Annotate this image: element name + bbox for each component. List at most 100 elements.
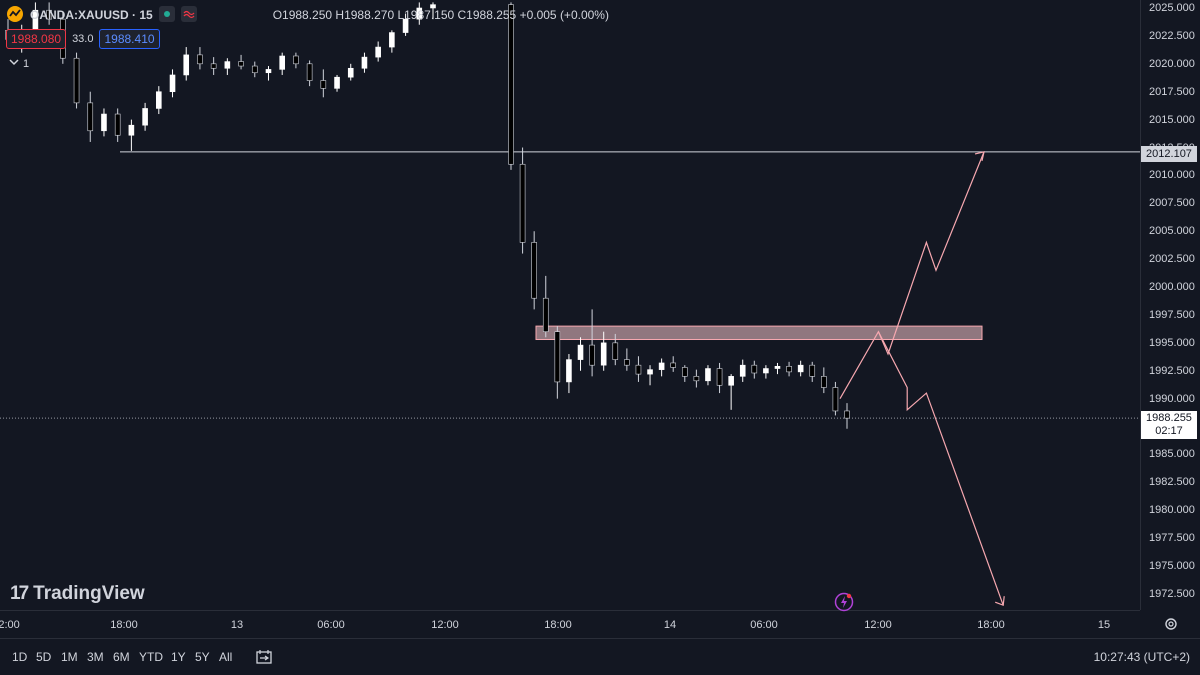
clock-timezone[interactable]: 10:27:43 (UTC+2) [1093, 650, 1190, 664]
candle-body [635, 364, 642, 375]
candle-body [797, 364, 804, 373]
wave-icon[interactable] [180, 5, 197, 25]
candle-body [293, 55, 299, 65]
candle-body [531, 242, 537, 299]
price-tick: 1982.500 [1149, 476, 1195, 489]
candle-body [554, 331, 561, 383]
range-button[interactable]: All [219, 650, 233, 664]
price-tick: 2010.000 [1149, 169, 1195, 182]
bullish-projection-path [839, 151, 985, 399]
price-tick: 1995.000 [1149, 336, 1195, 349]
chevron-down-icon [8, 56, 20, 71]
candle-body [210, 63, 217, 69]
time-tick: 12:00 [431, 619, 459, 631]
range-button[interactable]: 1M [61, 650, 78, 664]
price-tick: 1985.000 [1149, 448, 1195, 461]
candle-body [114, 113, 121, 136]
time-tick: 18:00 [977, 619, 1005, 631]
bar-countdown: 02:17 [1155, 425, 1183, 437]
buy-button[interactable]: 1988.410 [99, 29, 160, 49]
candle-body [566, 359, 572, 383]
candle-body [716, 368, 723, 386]
candle-body [238, 61, 244, 67]
price-chart[interactable] [0, 0, 1140, 610]
ohlc-values: O1988.250 H1988.270 L1987.150 C1988.255 … [272, 8, 609, 22]
candle-body [647, 369, 653, 375]
candle-body [334, 76, 340, 89]
candle-body [809, 364, 816, 377]
range-button[interactable]: 6M [113, 650, 130, 664]
range-button[interactable]: 1D [12, 650, 28, 664]
candle-body [844, 410, 850, 419]
bottom-toolbar: 1D 5D 1M 3M 6M YTD 1Y 5Y All 10:27:43 (UTC+2) [0, 638, 1200, 675]
candle-body [612, 342, 619, 360]
symbol-legend: OANDA:XAUUSD · 15 O1988.250 H1988.270 L1… [6, 5, 609, 25]
collapse-toggle[interactable]: 1 [8, 56, 29, 71]
candle-body [681, 367, 688, 377]
range-button[interactable]: 3M [87, 650, 104, 664]
candle-body [519, 163, 526, 243]
symbol-title[interactable]: OANDA:XAUUSD · 15 [30, 8, 153, 22]
candle-body [624, 359, 630, 366]
time-tick: 12:00 [0, 619, 20, 631]
compare-icon[interactable] [255, 648, 273, 671]
range-button[interactable]: 1Y [171, 650, 186, 664]
range-button[interactable]: YTD [139, 650, 163, 664]
candle-body [589, 344, 595, 366]
quote-row: 1988.080 33.0 1988.410 [6, 29, 160, 49]
bearish-projection-path [877, 331, 1004, 606]
eye-icon[interactable] [158, 5, 175, 25]
time-tick: 18:00 [110, 619, 138, 631]
range-button[interactable]: 5Y [195, 650, 210, 664]
collapse-count: 1 [23, 57, 30, 70]
candle-body [739, 364, 746, 377]
candle-body [670, 362, 677, 368]
bearish-arrowhead [994, 596, 1005, 606]
lightning-icon[interactable] [834, 592, 854, 617]
price-tick: 2025.000 [1149, 2, 1195, 14]
candle-body [101, 113, 107, 132]
candle-body [183, 54, 190, 76]
range-button[interactable]: 5D [36, 650, 52, 664]
price-tick: 2002.500 [1149, 253, 1195, 266]
last-price-value: 1988.255 [1146, 412, 1192, 424]
price-tick: 2005.000 [1149, 225, 1195, 238]
candle-body [542, 297, 549, 332]
candle-body [600, 342, 607, 366]
price-tick: 1977.500 [1149, 532, 1195, 545]
price-axis[interactable]: 2025.000 2022.500 2020.000 2017.500 2015.000… [1140, 0, 1200, 610]
settings-icon[interactable] [1164, 617, 1178, 636]
candle-body [279, 55, 285, 70]
time-tick: 15 [1097, 619, 1111, 631]
time-axis[interactable]: 12:00 18:00 13 06:00 12:00 18:00 14 06:00 12:00 1… [0, 610, 1140, 638]
price-tick: 1972.500 [1149, 588, 1195, 600]
spread-value: 33.0 [72, 33, 94, 45]
supply-zone-rect [535, 325, 983, 341]
price-tick: 1980.000 [1149, 504, 1195, 517]
bullish-arrowhead [974, 151, 985, 162]
candle-body [832, 387, 839, 412]
candle-body [416, 7, 423, 20]
price-tick: 2020.000 [1149, 57, 1195, 70]
price-tick: 2022.500 [1149, 29, 1195, 42]
price-tick: 2000.000 [1149, 281, 1195, 294]
sell-button[interactable]: 1988.080 [6, 29, 67, 49]
candle-body [705, 368, 711, 382]
candle-body [763, 368, 769, 374]
time-tick: 12:00 [864, 619, 892, 631]
candle-body [786, 365, 792, 373]
candle-body [821, 376, 827, 388]
candle-body [693, 376, 700, 382]
candle-body [577, 344, 584, 360]
candle-body [320, 80, 327, 89]
candle-body [169, 74, 176, 93]
level-price-label: 2012.107 [1141, 146, 1197, 162]
candle-body [375, 46, 381, 58]
candle-body [306, 63, 313, 81]
tradingview-mark-icon: 17 [10, 583, 29, 604]
tradingview-watermark: 17 TradingView [10, 583, 145, 605]
time-tick: 18:00 [544, 619, 572, 631]
candle-body [197, 54, 203, 65]
candle-body [508, 4, 514, 165]
candle-body [751, 364, 758, 374]
